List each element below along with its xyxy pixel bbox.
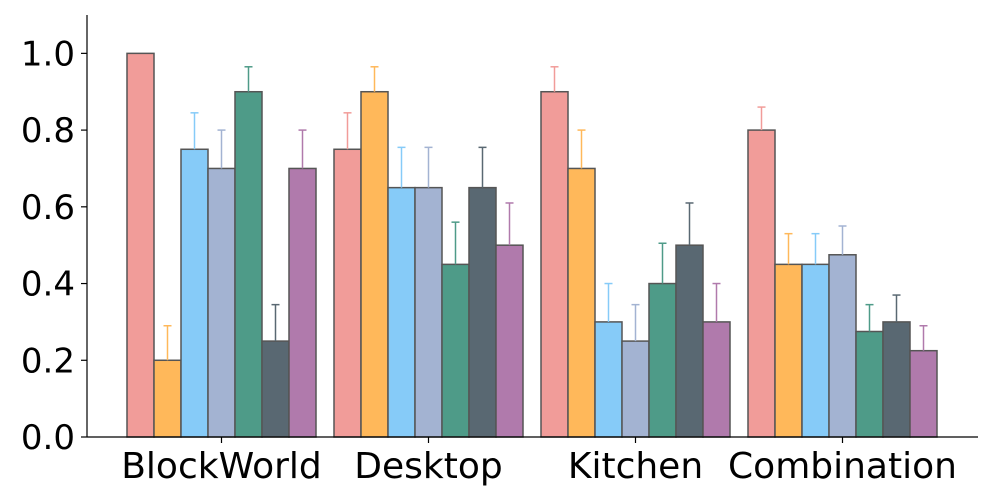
bar-kitchen-s2 bbox=[567, 167, 596, 438]
axes-group: 0.0 0.2 0.4 0.6 0.8 1.0 BlockWorld Desktop Kitch… bbox=[21, 15, 978, 487]
bar-kitchen-s1 bbox=[540, 90, 569, 438]
bar-combination-s5 bbox=[855, 330, 884, 438]
y-tick-label: 0.0 bbox=[21, 418, 75, 458]
bar-desktop-s3 bbox=[387, 186, 416, 438]
y-tick-label: 0.8 bbox=[21, 111, 75, 151]
bar-desktop-s6 bbox=[468, 186, 497, 438]
bar-desktop-s5 bbox=[441, 263, 470, 438]
bar-desktop-s4 bbox=[414, 186, 443, 438]
bar-blockworld-s1 bbox=[126, 52, 155, 438]
y-tick-label: 1.0 bbox=[21, 34, 75, 74]
bar-desktop-s2 bbox=[360, 90, 389, 438]
x-tick-label-desktop: Desktop bbox=[354, 446, 502, 487]
bar-kitchen-s6 bbox=[675, 244, 704, 438]
bar-blockworld-s2 bbox=[153, 359, 182, 438]
bar-blockworld-s7 bbox=[288, 167, 317, 438]
bar-desktop-s7 bbox=[495, 244, 524, 438]
bar-combination-s1 bbox=[747, 129, 776, 438]
bar-kitchen-s4 bbox=[621, 340, 650, 438]
bar-kitchen-s3 bbox=[594, 321, 623, 438]
y-tick-label: 0.2 bbox=[21, 341, 75, 381]
bar-combination-s2 bbox=[774, 263, 803, 438]
bars-group bbox=[126, 52, 938, 438]
bar-combination-s3 bbox=[801, 263, 830, 438]
bar-combination-s7 bbox=[909, 349, 938, 438]
bar-combination-s4 bbox=[828, 254, 857, 438]
y-tick-label: 0.4 bbox=[21, 265, 75, 305]
bar-combination-s6 bbox=[882, 321, 911, 438]
bar-blockworld-s4 bbox=[207, 167, 236, 438]
bar-blockworld-s6 bbox=[261, 340, 290, 438]
x-tick-label-blockworld: BlockWorld bbox=[121, 446, 322, 487]
bar-kitchen-s7 bbox=[702, 321, 731, 438]
bar-blockworld-s3 bbox=[180, 148, 209, 438]
bar-blockworld-s5 bbox=[234, 90, 263, 438]
bar-kitchen-s5 bbox=[648, 282, 677, 438]
x-tick-label-kitchen: Kitchen bbox=[568, 446, 703, 487]
bar-desktop-s1 bbox=[333, 148, 362, 438]
x-tick-label-combination: Combination bbox=[728, 446, 957, 487]
y-tick-label: 0.6 bbox=[21, 188, 75, 228]
